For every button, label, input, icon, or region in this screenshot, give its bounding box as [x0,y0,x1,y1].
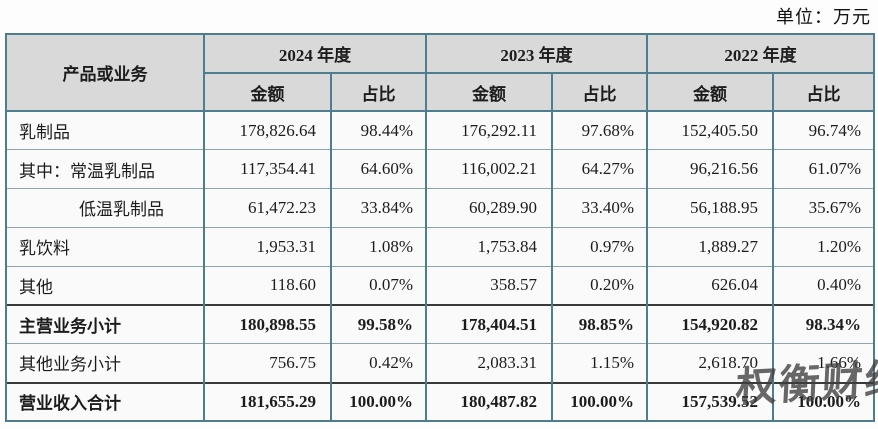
cell-amount: 154,920.82 [646,303,774,344]
table-row-total: 营业收入合计 181,655.29 100.00% 180,487.82 100… [5,381,875,422]
cell-ratio: 64.27% [551,149,648,189]
cell-amount: 2,083.31 [425,343,553,383]
cell-amount: 178,404.51 [425,303,553,344]
cell-ratio: 99.58% [330,303,427,344]
table-header-row-years: 产品或业务 2024 年度 2023 年度 2022 年度 [5,34,875,112]
row-label: 乳饮料 [5,226,205,267]
table-row-subtotal-main: 主营业务小计 180,898.55 99.58% 178,404.51 98.8… [5,303,875,344]
row-label: 营业收入合计 [5,381,205,422]
col-header-amount: 金额 [646,73,774,112]
table-row-subtotal-other: 其他业务小计 756.75 0.42% 2,083.31 1.15% 2,618… [5,343,875,383]
cell-ratio: 97.68% [551,110,648,150]
col-header-amount: 金额 [425,73,553,112]
cell-ratio: 1.66% [772,343,875,383]
table-row: 其他 118.60 0.07% 358.57 0.20% 626.04 0.40… [5,265,875,305]
unit-label: 单位：万元 [776,7,871,27]
cell-ratio: 0.40% [772,265,875,305]
cell-amount: 180,487.82 [425,381,553,422]
row-label: 乳制品 [5,110,205,150]
col-header-ratio: 占比 [551,73,648,112]
row-label: 其他业务小计 [5,343,205,383]
cell-ratio: 0.20% [551,265,648,305]
cell-ratio: 100.00% [330,381,427,422]
cell-amount: 118.60 [203,265,332,305]
cell-amount: 180,898.55 [203,303,332,344]
table-row: 乳饮料 1,953.31 1.08% 1,753.84 0.97% 1,889.… [5,226,875,267]
cell-ratio: 98.85% [551,303,648,344]
row-label: 低温乳制品 [5,188,205,228]
cell-ratio: 0.07% [330,265,427,305]
revenue-table: 产品或业务 2024 年度 2023 年度 2022 年度 金额 占比 金额 占… [5,33,875,423]
table-row: 乳制品 178,826.64 98.44% 176,292.11 97.68% … [5,110,875,150]
cell-ratio: 98.44% [330,110,427,150]
cell-amount: 116,002.21 [425,149,553,189]
cell-ratio: 0.42% [330,343,427,383]
cell-ratio: 96.74% [772,110,875,150]
cell-ratio: 1.15% [551,343,648,383]
cell-ratio: 35.67% [772,188,875,228]
col-header-ratio: 占比 [330,73,427,112]
table-row: 其中：常温乳制品 117,354.41 64.60% 116,002.21 64… [5,149,875,189]
cell-ratio: 0.97% [551,226,648,267]
cell-amount: 1,889.27 [646,226,774,267]
year-header-2023: 2023 年度 [425,34,648,74]
cell-ratio: 33.84% [330,188,427,228]
cell-ratio: 64.60% [330,149,427,189]
cell-amount: 2,618.70 [646,343,774,383]
table-row: 低温乳制品 61,472.23 33.84% 60,289.90 33.40% … [5,188,875,228]
cell-amount: 181,655.29 [203,381,332,422]
cell-ratio: 61.07% [772,149,875,189]
cell-ratio: 100.00% [772,381,875,422]
cell-amount: 756.75 [203,343,332,383]
col-header-ratio: 占比 [772,73,875,112]
cell-ratio: 100.00% [551,381,648,422]
cell-ratio: 1.20% [772,226,875,267]
col-header-amount: 金额 [203,73,332,112]
cell-amount: 60,289.90 [425,188,553,228]
row-label: 主营业务小计 [5,303,205,344]
cell-amount: 157,539.52 [646,381,774,422]
year-header-2024: 2024 年度 [203,34,427,74]
year-header-2022: 2022 年度 [646,34,875,74]
cell-amount: 626.04 [646,265,774,305]
cell-amount: 152,405.50 [646,110,774,150]
corner-header: 产品或业务 [5,34,205,112]
cell-amount: 61,472.23 [203,188,332,228]
cell-amount: 96,216.56 [646,149,774,189]
row-label: 其他 [5,265,205,305]
cell-amount: 176,292.11 [425,110,553,150]
table-header-row-metrics: 金额 占比 金额 占比 金额 占比 [6,73,875,112]
cell-ratio: 1.08% [330,226,427,267]
cell-amount: 1,753.84 [425,226,553,267]
cell-amount: 56,188.95 [646,188,774,228]
row-label: 其中：常温乳制品 [5,149,205,189]
cell-ratio: 33.40% [551,188,648,228]
cell-ratio: 98.34% [772,303,875,344]
cell-amount: 358.57 [425,265,553,305]
cell-amount: 178,826.64 [203,110,332,150]
cell-amount: 1,953.31 [203,226,332,267]
cell-amount: 117,354.41 [203,149,332,189]
